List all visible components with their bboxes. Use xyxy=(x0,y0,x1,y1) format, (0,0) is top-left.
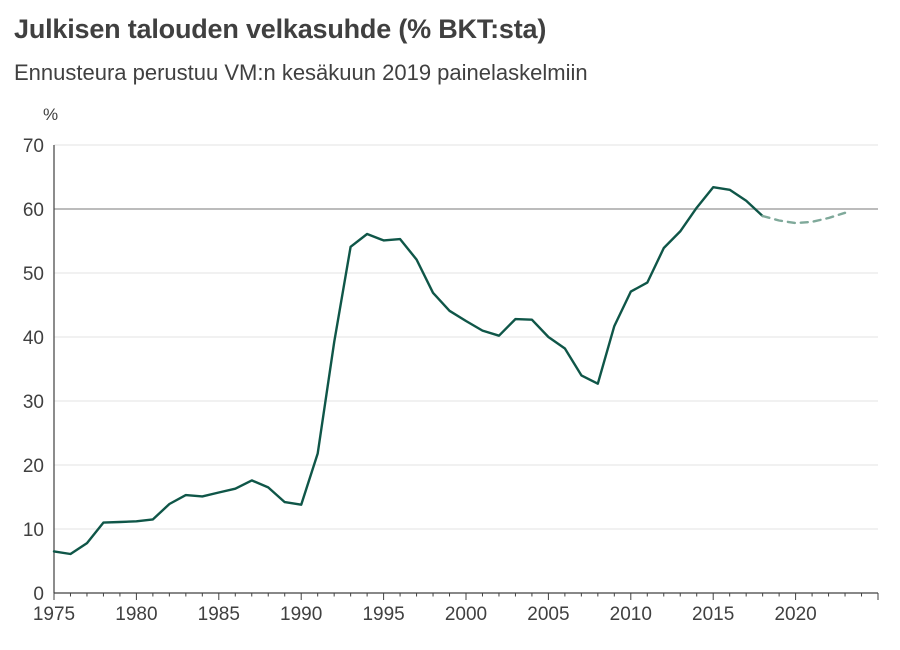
chart-subtitle: Ennusteura perustuu VM:n kesäkuun 2019 p… xyxy=(14,60,588,85)
x-tick-label: 1980 xyxy=(115,604,157,625)
x-tick-label: 2015 xyxy=(692,604,734,625)
y-axis-unit-label: % xyxy=(43,105,58,124)
y-tick-label: 40 xyxy=(23,328,44,349)
y-tick-label: 50 xyxy=(23,264,44,285)
x-tick-label: 1985 xyxy=(198,604,240,625)
series-line-actual xyxy=(52,185,764,556)
x-tick-label: 2020 xyxy=(774,604,816,625)
gridlines xyxy=(54,144,878,530)
series-lines xyxy=(52,185,847,556)
x-tick-label: 1990 xyxy=(280,604,322,625)
y-tick-label: 60 xyxy=(23,200,44,221)
y-tick-label: 20 xyxy=(23,456,44,477)
y-tick-label: 10 xyxy=(23,520,44,541)
x-tick-label: 2005 xyxy=(527,604,569,625)
y-axis-ticks: 0 10 20 30 40 50 60 70 xyxy=(23,136,55,605)
y-tick-label: 0 xyxy=(33,584,44,605)
y-tick-label: 30 xyxy=(23,392,44,413)
x-tick-label: 1975 xyxy=(33,604,75,625)
x-tick-label: 1995 xyxy=(362,604,404,625)
y-tick-label: 70 xyxy=(23,136,44,157)
series-line-forecast xyxy=(761,211,847,225)
x-tick-label: 2010 xyxy=(610,604,652,625)
x-tick-label: 2000 xyxy=(445,604,487,625)
chart-title: Julkisen talouden velkasuhde (% BKT:sta) xyxy=(14,14,547,44)
x-axis-ticks: 1975 1980 1985 1990 1995 2000 2005 2010 2015 2020 xyxy=(33,592,879,625)
